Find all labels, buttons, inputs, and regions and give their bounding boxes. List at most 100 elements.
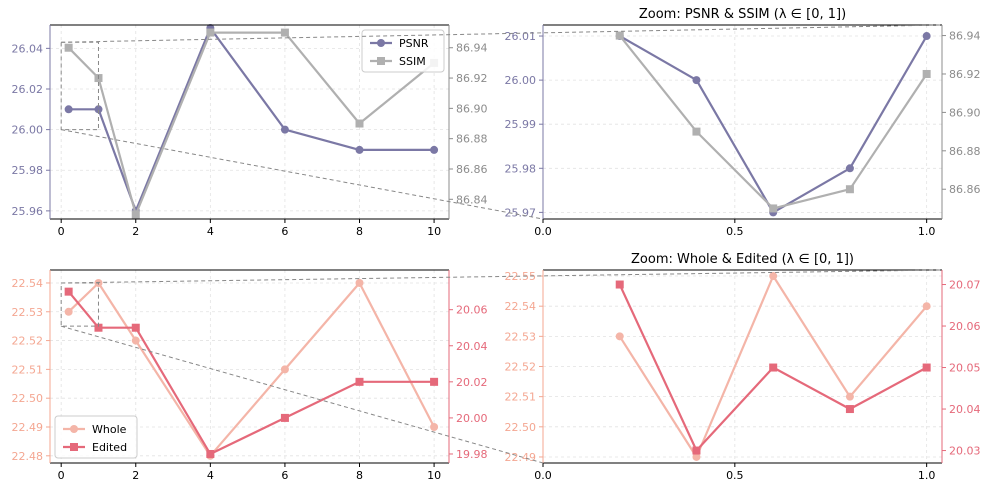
right-y-tick-label: 20.04 bbox=[456, 340, 488, 353]
data-point-ssim bbox=[64, 43, 73, 52]
left-y-tick-label: 22.52 bbox=[12, 335, 44, 348]
left-y-tick-label: 26.01 bbox=[505, 30, 537, 43]
left-y-tick-label: 22.50 bbox=[505, 421, 537, 434]
legend: Whole Edited bbox=[54, 415, 138, 459]
legend-marker-whole bbox=[70, 425, 78, 433]
left-y-tick-label: 22.52 bbox=[505, 361, 537, 374]
x-tick-label: 0.0 bbox=[534, 469, 552, 482]
x-tick-label: 0.0 bbox=[534, 225, 552, 238]
left-y-tick-label: 22.49 bbox=[12, 421, 44, 434]
data-point-ssim bbox=[769, 204, 778, 213]
data-point-edited bbox=[430, 377, 439, 386]
x-tick-label: 1.0 bbox=[918, 469, 936, 482]
data-point-psnr bbox=[692, 76, 701, 85]
inset-box bbox=[60, 41, 99, 131]
data-point-edited bbox=[692, 446, 701, 455]
right-y-tick-label: 86.84 bbox=[456, 193, 488, 206]
right-y-tick-label: 20.05 bbox=[949, 362, 981, 375]
data-point-ssim bbox=[922, 69, 931, 78]
right-y-tick-label: 86.90 bbox=[456, 102, 488, 115]
data-point-ssim bbox=[355, 119, 364, 128]
data-point-edited bbox=[206, 449, 215, 458]
x-tick-label: 0 bbox=[58, 225, 65, 238]
x-tick-label: 2 bbox=[132, 469, 139, 482]
left-y-tick-label: 26.04 bbox=[12, 42, 44, 55]
data-point-psnr bbox=[355, 145, 364, 154]
left-y-tick-label: 26.00 bbox=[12, 124, 44, 137]
left-y-tick-label: 25.98 bbox=[505, 162, 537, 175]
left-y-tick-label: 25.96 bbox=[12, 205, 44, 218]
x-tick-label: 8 bbox=[356, 225, 363, 238]
x-tick-label: 6 bbox=[281, 469, 288, 482]
right-y-tick-label: 19.98 bbox=[456, 448, 488, 461]
right-y-tick-label: 20.06 bbox=[949, 320, 981, 333]
left-y-tick-label: 26.02 bbox=[12, 83, 44, 96]
left-y-tick-label: 25.99 bbox=[505, 118, 537, 131]
left-y-tick-label: 22.54 bbox=[12, 277, 44, 290]
right-y-tick-label: 20.06 bbox=[456, 304, 488, 317]
x-tick-label: 2 bbox=[132, 225, 139, 238]
data-point-edited bbox=[94, 323, 103, 332]
data-point-psnr bbox=[64, 105, 73, 114]
panel-2: 0.0 0.5 1.0 25.97 25.98 25.99 26.00 26.01 86.86 8… bbox=[505, 7, 981, 238]
data-point-edited bbox=[280, 413, 289, 422]
left-y-tick-label: 22.51 bbox=[505, 391, 537, 404]
data-point-psnr bbox=[280, 125, 289, 134]
right-y-tick-label: 86.90 bbox=[949, 106, 981, 119]
data-point-edited bbox=[615, 280, 624, 289]
inset-box bbox=[60, 282, 99, 327]
data-point-ssim bbox=[131, 210, 140, 219]
data-point-whole bbox=[131, 336, 140, 345]
panel-4: 0.0 0.5 1.022.4922.5022.5122.5222.5322.542… bbox=[505, 252, 981, 482]
legend-label-whole: Whole bbox=[92, 423, 127, 436]
right-y-tick-label: 86.88 bbox=[949, 145, 981, 158]
left-y-tick-label: 22.51 bbox=[12, 363, 44, 376]
panel-title: Zoom: Whole & Edited (λ ∈ [0, 1]) bbox=[631, 252, 854, 267]
legend-label-ssim: SSIM bbox=[399, 55, 426, 68]
panel-1: 0 2 4 6 8 10 25.96 25.98 26.00 26.02 26.04 86.84 86.… bbox=[12, 24, 488, 238]
right-y-tick-label: 20.03 bbox=[949, 445, 981, 458]
x-tick-label: 8 bbox=[356, 469, 363, 482]
data-point-edited bbox=[131, 323, 140, 332]
connector-line-top bbox=[61, 269, 943, 284]
panel-3: 0 2 4 6 8 10 22.48 22.49 22.50 22.51 22.52 22.53 22.… bbox=[12, 269, 488, 482]
right-y-tick-label: 20.02 bbox=[456, 376, 488, 389]
right-y-tick-label: 20.04 bbox=[949, 403, 981, 416]
x-tick-label: 4 bbox=[207, 469, 214, 482]
left-y-tick-label: 22.55 bbox=[505, 270, 537, 283]
x-tick-label: 4 bbox=[207, 225, 214, 238]
x-tick-label: 10 bbox=[427, 469, 441, 482]
right-y-tick-label: 86.86 bbox=[456, 163, 488, 176]
data-point-whole bbox=[280, 365, 289, 374]
right-y-tick-label: 86.94 bbox=[456, 42, 488, 55]
x-tick-label: 0.5 bbox=[726, 469, 744, 482]
left-y-tick-label: 22.53 bbox=[505, 330, 537, 343]
x-tick-label: 0 bbox=[58, 469, 65, 482]
data-point-edited bbox=[355, 377, 364, 386]
left-y-tick-label: 25.97 bbox=[505, 206, 537, 219]
connector-line-top bbox=[61, 24, 943, 43]
left-y-tick-label: 25.98 bbox=[12, 164, 44, 177]
right-y-tick-label: 20.00 bbox=[456, 412, 488, 425]
x-tick-label: 1.0 bbox=[918, 225, 936, 238]
legend-marker-psnr bbox=[377, 39, 385, 47]
left-y-tick-label: 26.00 bbox=[505, 74, 537, 87]
data-point-edited bbox=[769, 363, 778, 372]
data-point-edited bbox=[922, 363, 931, 372]
legend-label-edited: Edited bbox=[92, 441, 127, 454]
data-point-ssim bbox=[615, 31, 624, 40]
data-point-whole bbox=[922, 302, 931, 311]
panel-title: Zoom: PSNR & SSIM (λ ∈ [0, 1]) bbox=[639, 7, 846, 22]
x-tick-label: 10 bbox=[427, 225, 441, 238]
data-point-edited bbox=[845, 405, 854, 414]
data-point-ssim bbox=[280, 28, 289, 37]
data-point-whole bbox=[845, 392, 854, 401]
right-y-tick-label: 86.94 bbox=[949, 30, 981, 43]
legend: PSNR SSIM bbox=[361, 29, 445, 73]
data-point-whole bbox=[769, 272, 778, 281]
right-y-tick-label: 86.88 bbox=[456, 133, 488, 146]
data-point-ssim bbox=[692, 127, 701, 136]
data-point-psnr bbox=[94, 105, 103, 114]
data-point-psnr bbox=[430, 145, 439, 154]
